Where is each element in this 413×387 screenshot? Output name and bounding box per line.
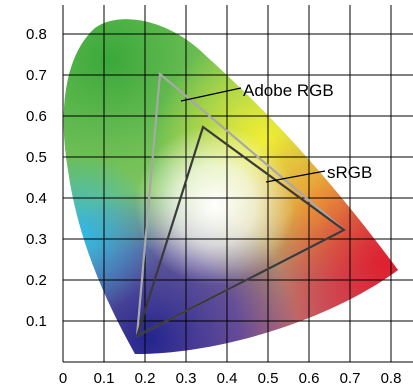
x-tick-label: 0.7	[340, 370, 361, 387]
y-tick-label: 0.5	[26, 149, 47, 166]
y-tick-label: 0.3	[26, 231, 47, 248]
y-tick-label: 0.1	[26, 313, 47, 330]
x-tick-label: 0.1	[94, 370, 115, 387]
y-tick-label: 0.6	[26, 108, 47, 125]
x-tick-label: 0.3	[176, 370, 197, 387]
grid	[62, 5, 413, 363]
y-tick-label: 0.7	[26, 67, 47, 84]
srgb-leader	[265, 170, 326, 183]
adobe-rgb-leader	[180, 87, 242, 102]
x-tick-label: 0.8	[381, 370, 402, 387]
x-axis-labels: 0 0.1 0.2 0.3 0.4 0.5 0.6 0.7 0.8	[59, 370, 402, 387]
srgb-label: sRGB	[327, 163, 372, 182]
srgb-triangle	[135, 125, 347, 339]
x-tick-label: 0.6	[299, 370, 320, 387]
x-tick-label: 0.4	[217, 370, 238, 387]
x-tick-label: 0	[59, 370, 67, 387]
y-axis-labels: 0.8 0.7 0.6 0.5 0.4 0.3 0.2 0.1	[26, 26, 47, 330]
x-tick-label: 0.2	[135, 370, 156, 387]
adobe-rgb-label: Adobe RGB	[243, 81, 334, 100]
y-tick-label: 0.8	[26, 26, 47, 43]
y-tick-label: 0.2	[26, 272, 47, 289]
y-tick-label: 0.4	[26, 190, 47, 207]
x-tick-label: 0.5	[258, 370, 279, 387]
